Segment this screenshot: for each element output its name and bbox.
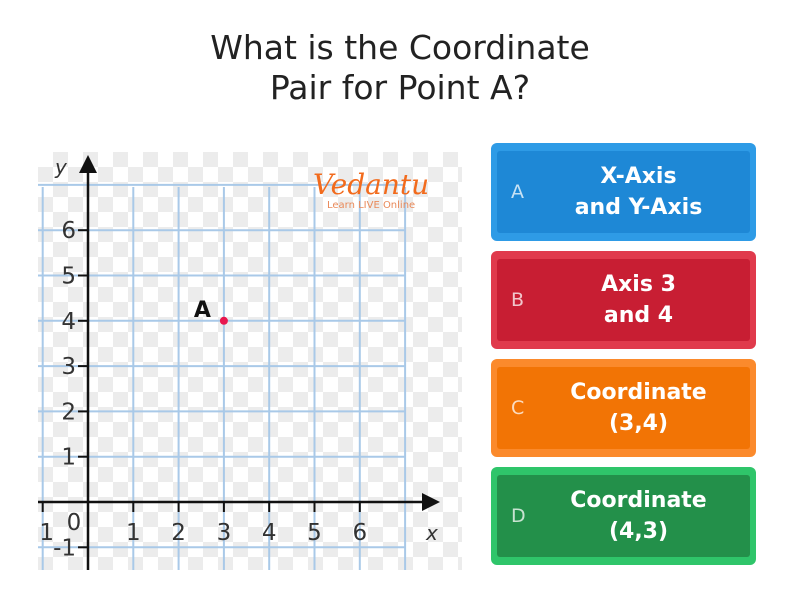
y-tick-label: 3 (61, 354, 76, 380)
x-axis-label: x (425, 521, 438, 545)
y-axis-label: y (54, 155, 68, 179)
x-tick-label: 6 (352, 520, 367, 546)
answer-letter: A (511, 181, 524, 203)
answer-text: X-Axis and Y-Axis (574, 164, 703, 220)
y-tick-label: 4 (61, 309, 76, 335)
question-title: What is the Coordinate Pair for Point A? (210, 28, 590, 107)
x-tick-label: 1 (126, 520, 141, 546)
x-axis-arrow (422, 493, 440, 511)
answer-d-button[interactable]: D Coordinate (4,3) (491, 467, 756, 565)
x-tick-label: 0 (67, 510, 82, 536)
answer-text: Coordinate (4,3) (570, 488, 707, 544)
x-tick-label: 4 (262, 520, 277, 546)
y-tick-label: 1 (61, 445, 76, 471)
answer-text: Axis 3 and 4 (601, 272, 676, 328)
y-tick-label: 6 (61, 218, 76, 244)
x-tick-label: 5 (307, 520, 322, 546)
x-tick-label: 1 (39, 520, 54, 546)
y-tick-label: 5 (61, 264, 76, 290)
answer-letter: C (511, 397, 525, 419)
answer-c-button[interactable]: C Coordinate (3,4) (491, 359, 756, 457)
y-axis-arrow (79, 155, 97, 173)
answer-letter: D (511, 505, 526, 527)
y-tick-label: -1 (53, 535, 76, 561)
x-tick-label: 2 (171, 520, 186, 546)
answer-b-button[interactable]: B Axis 3 and 4 (491, 251, 756, 349)
y-tick-label: 2 (61, 399, 76, 425)
point-A (219, 316, 228, 325)
vedantu-logo: Vedantu Learn LIVE Online (313, 168, 430, 212)
x-tick-label: 3 (217, 520, 232, 546)
coordinate-grid-image: 1 0 1 2 3 4 5 6 -1 1 2 3 4 5 6 x y A Vedantu Learn LIVE O… (38, 152, 462, 570)
answer-text: Coordinate (3,4) (570, 380, 707, 436)
answer-a-button[interactable]: A X-Axis and Y-Axis (491, 143, 756, 241)
logo-tagline: Learn LIVE Online (326, 200, 416, 211)
answer-letter: B (511, 289, 525, 311)
point-label: A (194, 298, 211, 323)
logo-brand: Vedantu (313, 168, 430, 201)
